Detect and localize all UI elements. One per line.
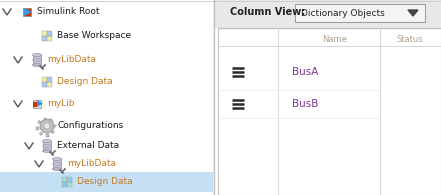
Text: myLibData: myLibData [47, 56, 96, 65]
Ellipse shape [33, 58, 41, 61]
Text: Design Data: Design Data [57, 77, 112, 87]
Bar [53, 159, 62, 169]
Bar [53, 124, 56, 127]
Bar [44, 118, 46, 120]
Bar [33, 100, 41, 108]
Bar [62, 182, 67, 187]
Ellipse shape [42, 139, 52, 143]
Text: Status: Status [397, 35, 423, 44]
Bar [47, 36, 52, 41]
Bar [0, 0, 213, 195]
Ellipse shape [42, 144, 52, 147]
Bar [42, 31, 47, 36]
Circle shape [40, 119, 54, 133]
Ellipse shape [52, 168, 61, 170]
Bar [46, 134, 49, 136]
Polygon shape [408, 10, 418, 16]
Text: Simulink Root: Simulink Root [37, 7, 100, 17]
Bar [62, 177, 67, 182]
Bar [43, 141, 52, 151]
Bar [42, 77, 47, 82]
Text: Base Workspace: Base Workspace [57, 32, 131, 41]
Ellipse shape [33, 53, 41, 57]
Ellipse shape [42, 150, 52, 152]
Text: myLibData: myLibData [67, 160, 116, 168]
Bar [47, 31, 52, 36]
Bar [23, 8, 31, 16]
Bar [42, 36, 47, 41]
Text: Name: Name [322, 35, 348, 44]
Ellipse shape [52, 162, 61, 166]
Text: BusA: BusA [292, 67, 318, 77]
Bar [33, 55, 42, 65]
Bar [47, 82, 52, 87]
Text: Design Data: Design Data [77, 177, 133, 186]
Text: Configurations: Configurations [57, 121, 123, 130]
Ellipse shape [52, 158, 61, 160]
Circle shape [44, 123, 50, 129]
Bar [37, 127, 39, 129]
Bar [33, 102, 37, 107]
Ellipse shape [33, 64, 41, 66]
Bar [37, 120, 41, 124]
Text: Column View:: Column View: [230, 7, 305, 17]
Bar [49, 119, 53, 122]
Polygon shape [37, 100, 43, 107]
Bar [47, 77, 52, 82]
Bar [215, 0, 441, 195]
Text: External Data: External Data [57, 142, 119, 151]
Bar [39, 132, 43, 136]
Bar [0, 172, 213, 192]
Bar [215, 0, 441, 28]
Bar [218, 28, 441, 195]
Text: myLib: myLib [47, 99, 75, 108]
Bar [67, 177, 72, 182]
Bar [42, 82, 47, 87]
Bar [67, 182, 72, 187]
Text: BusB: BusB [292, 99, 318, 109]
Bar [295, 4, 425, 22]
Polygon shape [24, 8, 32, 16]
Bar [51, 130, 55, 134]
Text: Dictionary Objects: Dictionary Objects [301, 9, 385, 18]
